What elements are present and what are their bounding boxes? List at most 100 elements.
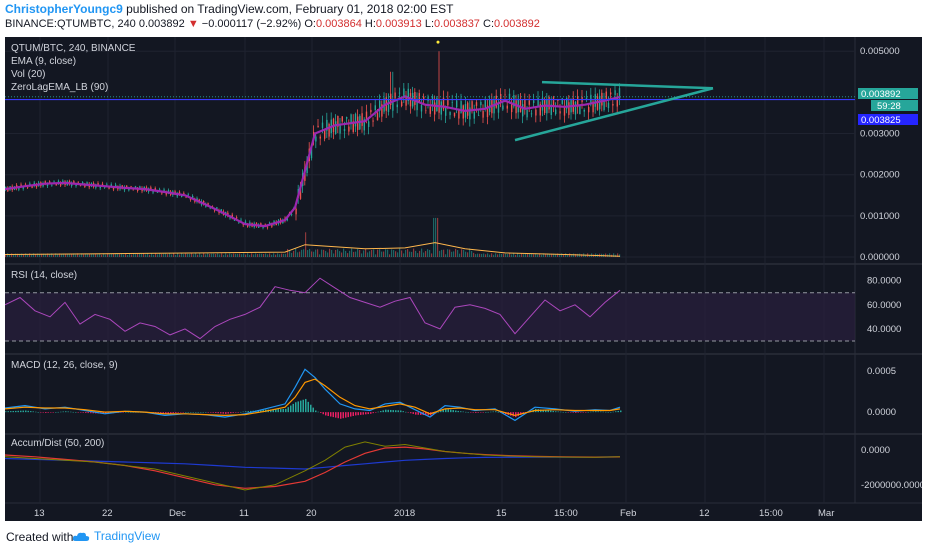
macd-histogram-bar: [235, 412, 237, 413]
volume-bar: [111, 253, 113, 257]
volume-bar: [153, 254, 155, 257]
candle-body: [614, 90, 616, 96]
zlema-legend[interactable]: ZeroLagEMA_LB (90): [11, 82, 108, 93]
macd-histogram-bar: [135, 412, 137, 413]
candle-body: [590, 94, 592, 104]
volume-bar: [313, 251, 315, 257]
macd-histogram-bar: [560, 411, 562, 413]
vol-legend[interactable]: Vol (20): [11, 69, 45, 80]
volume-bar: [427, 249, 429, 257]
vol-ma-line: [4, 242, 621, 257]
candle-body: [607, 102, 610, 109]
macd-histogram-bar: [460, 411, 462, 413]
macd-pane-title[interactable]: MACD (12, 26, close, 9): [11, 360, 118, 371]
volume-bar: [249, 254, 251, 257]
volume-bar: [415, 250, 417, 257]
macd-histogram-bar: [467, 412, 469, 413]
zlema-badge: 0.003825: [858, 114, 918, 126]
volume-bar: [135, 254, 137, 257]
macd-histogram-bar: [290, 405, 292, 413]
volume-bar: [541, 254, 543, 257]
macd-histogram-bar: [12, 411, 14, 413]
volume-bar: [71, 254, 73, 257]
candle-body: [110, 184, 112, 187]
volume-bar: [453, 251, 455, 257]
volume-bar: [197, 254, 199, 257]
volume-bar: [235, 253, 237, 257]
volume-bar: [59, 253, 61, 257]
macd-histogram-bar: [512, 412, 514, 417]
volume-bar: [435, 217, 437, 257]
candle-body: [128, 188, 130, 191]
accdist-pane-title[interactable]: Accum/Dist (50, 200): [11, 438, 104, 449]
ema-legend[interactable]: EMA (9, close): [11, 56, 76, 67]
candle-body: [192, 195, 194, 199]
candle-body: [53, 181, 55, 183]
accdist-fast-line: [4, 456, 621, 470]
candle-body: [269, 222, 271, 225]
volume-bar: [325, 250, 327, 257]
chart-svg[interactable]: 13 22 Dec 11 20 2018 15 15:00 Feb 12 15:00 Mar 0.005…: [4, 37, 925, 521]
macd-histogram-bar: [175, 412, 177, 413]
candle-body: [555, 109, 557, 115]
macd-histogram-bar: [502, 412, 504, 414]
candle-body: [616, 98, 618, 107]
volume-bar: [293, 251, 295, 257]
volume-bar: [339, 251, 341, 257]
candle-body: [348, 126, 350, 132]
volume-bar: [285, 253, 287, 257]
tradingview-link[interactable]: TradingView: [72, 529, 160, 543]
macd-histogram-bar: [415, 412, 417, 415]
volume-bar: [261, 253, 263, 257]
volume-bar: [337, 249, 339, 257]
volume-bar: [449, 249, 451, 257]
candle-body: [101, 183, 104, 186]
volume-bar: [17, 253, 19, 257]
volume-bar: [369, 251, 371, 257]
volume-bar: [551, 253, 553, 257]
macd-histogram-bar: [300, 400, 302, 413]
macd-histogram-bar: [370, 412, 372, 414]
candle-body: [82, 182, 84, 184]
macd-histogram-bar: [605, 411, 607, 413]
candle-body: [240, 219, 242, 221]
volume-bar: [211, 253, 213, 257]
volume-bar: [191, 253, 193, 257]
volume-bar: [581, 254, 583, 257]
macd-tick-label: 0.0000: [867, 407, 896, 418]
macd-histogram-bar: [167, 412, 169, 414]
author-link[interactable]: ChristopherYoungc9: [5, 2, 123, 16]
macd-histogram-bar: [15, 410, 17, 413]
macd-histogram-bar: [440, 411, 442, 413]
volume-bar: [485, 254, 487, 257]
volume-bar: [127, 254, 129, 257]
candle-body: [262, 226, 264, 229]
down-arrow-icon: ▼: [187, 18, 199, 30]
macd-histogram-bar: [552, 411, 554, 413]
rsi-pane-title[interactable]: RSI (14, close): [11, 270, 77, 281]
macd-histogram-bar: [280, 409, 282, 413]
volume-bar: [527, 253, 529, 257]
volume-bar: [39, 253, 41, 257]
volume-bar: [523, 254, 525, 257]
macd-histogram-bar: [587, 411, 589, 413]
chart-header: ChristopherYoungc9 published on TradingV…: [0, 0, 932, 34]
volume-bar: [549, 254, 551, 257]
volume-bar: [179, 254, 181, 257]
macd-histogram-bar: [80, 412, 82, 413]
volume-bar: [119, 254, 121, 257]
macd-histogram-bar: [287, 407, 289, 413]
candle-body: [352, 121, 354, 132]
chart-area[interactable]: 13 22 Dec 11 20 2018 15 15:00 Feb 12 15:00 Mar 0.005…: [4, 37, 925, 521]
candle-body: [447, 98, 449, 106]
volume-bar: [297, 252, 299, 257]
macd-histogram-bar: [237, 412, 239, 413]
macd-histogram-bar: [52, 412, 54, 413]
macd-histogram-bar: [610, 412, 612, 413]
volume-bar: [97, 254, 99, 257]
macd-histogram-bar: [495, 411, 497, 413]
volume-bar: [505, 253, 507, 257]
candle-body: [187, 194, 189, 196]
ema-line: [4, 95, 621, 228]
candle-body: [610, 92, 612, 95]
